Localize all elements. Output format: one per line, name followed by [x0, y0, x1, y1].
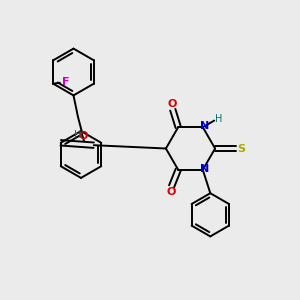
Text: N: N — [200, 121, 209, 131]
Text: O: O — [79, 130, 88, 141]
Text: N: N — [200, 164, 209, 174]
Text: H: H — [74, 130, 81, 140]
Text: O: O — [166, 187, 176, 197]
Text: S: S — [238, 143, 245, 154]
Text: H: H — [215, 114, 223, 124]
Text: O: O — [167, 99, 177, 110]
Text: F: F — [61, 77, 69, 87]
